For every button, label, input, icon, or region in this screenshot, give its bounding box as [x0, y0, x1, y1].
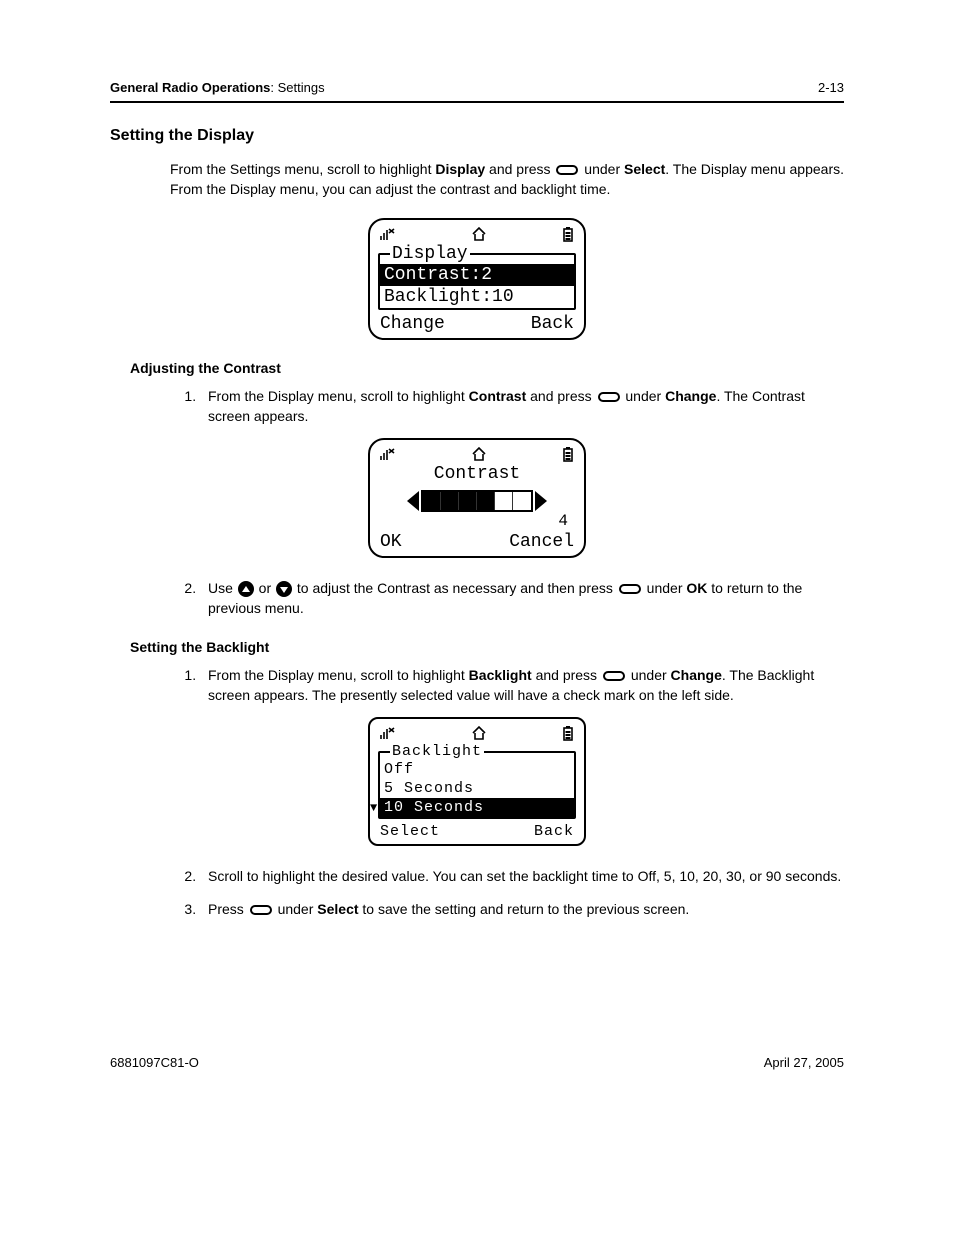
backlight-heading: Setting the Backlight [130, 639, 844, 655]
softkey-ok: OK [380, 532, 402, 552]
page-footer: 6881097C81-O April 27, 2005 [110, 1049, 844, 1070]
softkey-icon [598, 392, 620, 402]
backlight-opt-10s: 10 Seconds [380, 798, 574, 817]
contrast-segment [477, 492, 495, 510]
battery-icon [562, 725, 574, 741]
backlight-steps: From the Display menu, scroll to highlig… [200, 665, 844, 706]
signal-icon [380, 726, 396, 740]
arrow-right-icon [535, 491, 547, 511]
scroll-down-icon: ▼ [370, 801, 377, 815]
home-icon [471, 227, 487, 241]
page-header: General Radio Operations: Settings 2-13 [110, 80, 844, 103]
battery-icon [562, 446, 574, 462]
contrast-step-2: Use or to adjust the Contrast as necessa… [200, 578, 844, 619]
softkey-back: Back [531, 314, 574, 334]
contrast-segment [441, 492, 459, 510]
contrast-screen: Contrast 4 OK Cancel [110, 438, 844, 558]
softkey-back: Back [534, 823, 574, 840]
softkey-icon [556, 165, 578, 175]
contrast-segment [513, 492, 531, 510]
breadcrumb: General Radio Operations: Settings [110, 80, 325, 95]
backlight-step-2: Scroll to highlight the desired value. Y… [200, 866, 844, 886]
contrast-title: Contrast [378, 464, 576, 484]
page-number: 2-13 [818, 80, 844, 95]
softkey-icon [603, 671, 625, 681]
backlight-steps-2: Scroll to highlight the desired value. Y… [200, 866, 844, 919]
intro-paragraph: From the Settings menu, scroll to highli… [170, 159, 844, 200]
contrast-steps-2: Use or to adjust the Contrast as necessa… [200, 578, 844, 619]
home-icon [471, 447, 487, 461]
contrast-heading: Adjusting the Contrast [130, 360, 844, 376]
footer-date: April 27, 2005 [764, 1055, 844, 1070]
contrast-segment [423, 492, 441, 510]
softkey-cancel: Cancel [509, 532, 574, 552]
display-menu-legend: Display [390, 244, 470, 264]
softkey-select: Select [380, 823, 440, 840]
signal-icon [380, 227, 396, 241]
contrast-row: Contrast:2 [380, 264, 574, 286]
softkey-icon [619, 584, 641, 594]
contrast-steps: From the Display menu, scroll to highlig… [200, 386, 844, 427]
contrast-value: 4 [378, 512, 576, 530]
softkey-change: Change [380, 314, 445, 334]
doc-id: 6881097C81-O [110, 1055, 199, 1070]
backlight-opt-off: Off [380, 760, 574, 779]
display-menu-fieldset: Display Contrast:2 Backlight:10 [378, 244, 576, 310]
signal-icon [380, 447, 396, 461]
contrast-segment [495, 492, 513, 510]
breadcrumb-section: General Radio Operations [110, 80, 270, 95]
breadcrumb-sub: : Settings [270, 80, 324, 95]
contrast-step-1: From the Display menu, scroll to highlig… [200, 386, 844, 427]
backlight-row: Backlight:10 [380, 286, 574, 308]
backlight-opt-5s: 5 Seconds [380, 779, 574, 798]
home-icon [471, 726, 487, 740]
backlight-step-1: From the Display menu, scroll to highlig… [200, 665, 844, 706]
backlight-screen: Backlight Off 5 Seconds 10 Seconds ▼ Sel… [110, 717, 844, 846]
contrast-slider [378, 490, 576, 512]
battery-icon [562, 226, 574, 242]
section-title: Setting the Display [110, 127, 844, 145]
backlight-fieldset: Backlight Off 5 Seconds 10 Seconds ▼ [378, 743, 576, 819]
arrow-left-icon [407, 491, 419, 511]
down-arrow-icon [276, 581, 292, 597]
backlight-step-3: Press under Select to save the setting a… [200, 899, 844, 919]
display-menu-screen: Display Contrast:2 Backlight:10 Change B… [110, 218, 844, 340]
contrast-segment [459, 492, 477, 510]
up-arrow-icon [238, 581, 254, 597]
backlight-legend: Backlight [390, 743, 484, 760]
softkey-icon [250, 905, 272, 915]
